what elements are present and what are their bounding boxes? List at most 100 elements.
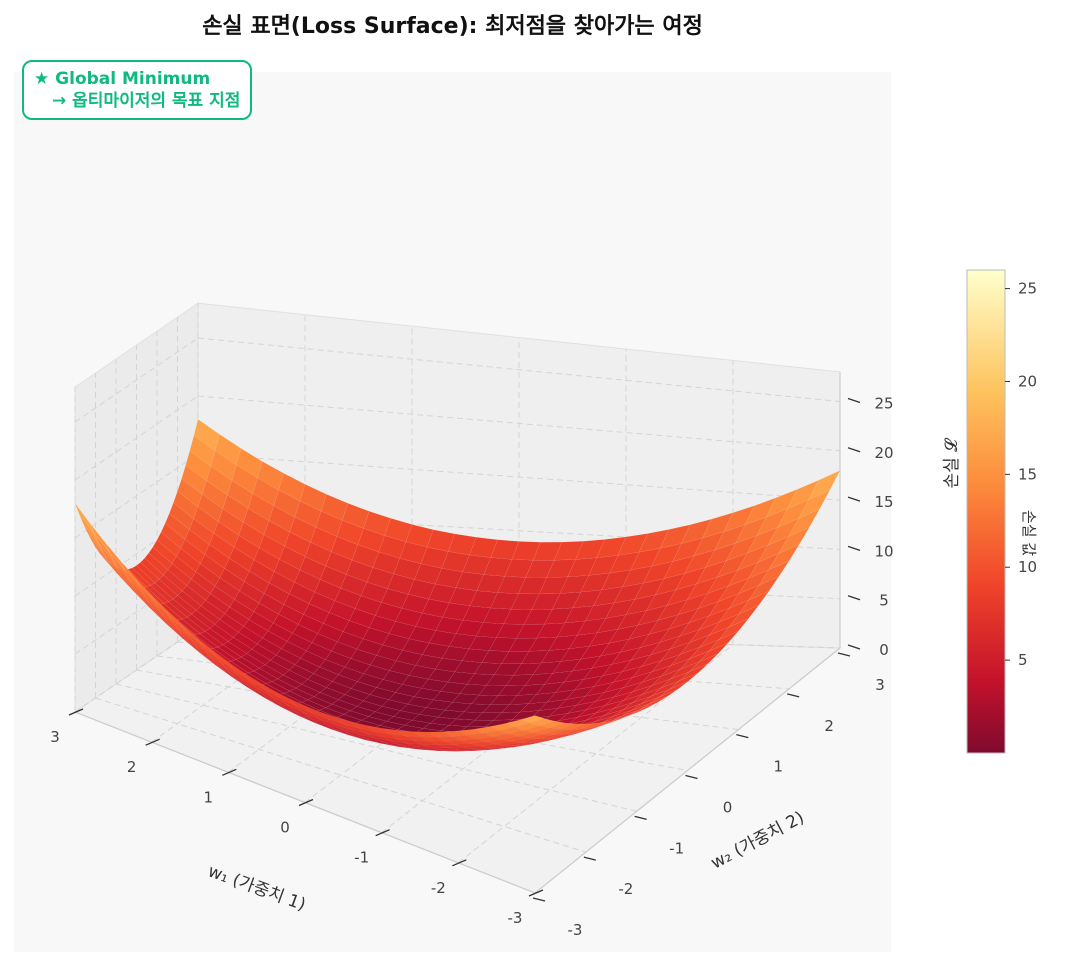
chart-title: 손실 표면(Loss Surface): 최저점을 찾아가는 여정 xyxy=(202,14,703,39)
surface-facet xyxy=(253,547,280,572)
surface-facet xyxy=(335,717,359,729)
surface-facet xyxy=(641,665,672,683)
w2-tick xyxy=(532,897,546,902)
surface-facet xyxy=(433,691,461,703)
surface-facet xyxy=(209,624,234,642)
w1-tick-label: -3 xyxy=(508,909,523,927)
surface-facet xyxy=(504,559,534,578)
surface-facet xyxy=(744,497,777,526)
w1-tick xyxy=(375,829,390,837)
surface-facet xyxy=(414,688,441,701)
surface-facet xyxy=(520,650,550,664)
grid-line xyxy=(74,395,199,481)
surface-facet xyxy=(105,542,126,572)
surface-facet xyxy=(268,699,292,713)
surface-facet xyxy=(808,470,841,501)
surface-facet xyxy=(572,589,602,609)
surface-facet xyxy=(363,511,391,536)
surface-facet xyxy=(625,594,656,616)
z-tick xyxy=(847,447,861,453)
surface-facet xyxy=(405,524,434,548)
z-tick-label: 5 xyxy=(879,592,889,610)
surface-facet xyxy=(442,730,469,737)
surface-facet xyxy=(421,598,450,618)
colorbar-tick-label: 25 xyxy=(1018,280,1037,298)
surface-facet xyxy=(399,541,428,565)
surface-facet xyxy=(356,700,383,713)
w2-tick-label: 3 xyxy=(875,676,885,694)
surface-facet xyxy=(519,715,546,724)
surface-facet xyxy=(599,638,630,657)
surface-facet xyxy=(274,559,301,583)
w2-tick-label: 1 xyxy=(774,758,784,776)
grid-line xyxy=(197,453,841,501)
surface-facet xyxy=(390,740,415,747)
surface-facet xyxy=(242,683,266,699)
w1-tick xyxy=(452,859,467,867)
surface-facet xyxy=(482,704,510,714)
surface-facet xyxy=(305,642,332,660)
surface-facet xyxy=(492,711,521,721)
colorbar-ticks: 5 10 15 20 25 xyxy=(1005,280,1037,669)
surface-facet xyxy=(422,722,450,731)
grid-line xyxy=(197,337,841,402)
surface-facet xyxy=(679,634,710,655)
z-tick xyxy=(847,644,861,650)
w2-axis-line xyxy=(534,647,841,894)
surface-facet xyxy=(333,728,358,738)
z-tick xyxy=(847,397,861,404)
w2-tick-label: 2 xyxy=(824,717,834,735)
surface-facet xyxy=(660,641,691,662)
surface-facet xyxy=(404,719,431,729)
surface-facet xyxy=(313,692,339,705)
colorbar xyxy=(966,269,1006,754)
surface-facet xyxy=(461,648,490,663)
w2-tick xyxy=(685,774,698,780)
surface-facet xyxy=(748,575,780,601)
surface-facet xyxy=(243,672,266,691)
surface-facet xyxy=(738,590,770,615)
surface-facet xyxy=(543,729,570,735)
colorbar-tick-label: 20 xyxy=(1018,372,1037,390)
surface-facet xyxy=(343,723,367,734)
surface-facet xyxy=(519,701,548,713)
z-tick-label: 25 xyxy=(874,395,893,413)
surface-facet xyxy=(336,714,363,724)
surface-facet xyxy=(649,689,678,704)
surface-facet xyxy=(184,529,210,555)
surface-facet xyxy=(707,569,739,594)
surface-facet xyxy=(528,718,557,727)
surface-facet xyxy=(569,723,597,730)
surface-facet xyxy=(437,744,463,748)
w1-tick xyxy=(222,768,237,776)
surface-facet xyxy=(325,703,351,715)
surface-facet xyxy=(132,565,156,586)
surface-facet xyxy=(429,741,454,746)
surface-facet xyxy=(548,704,578,717)
surface-facet xyxy=(428,583,457,604)
surface-facet xyxy=(425,699,453,711)
z-tick-label: 20 xyxy=(874,444,893,462)
surface-facet xyxy=(413,748,439,752)
surface-facet xyxy=(501,736,528,742)
surface-facet xyxy=(788,508,821,537)
surface-facet xyxy=(368,711,395,722)
surface-facet xyxy=(187,633,210,655)
surface-facet xyxy=(574,675,604,691)
z-tick-label: 0 xyxy=(879,641,889,659)
surface-facet xyxy=(387,573,415,595)
surface-facet xyxy=(83,523,104,553)
grid-line xyxy=(74,337,199,423)
surface-facet xyxy=(152,539,177,564)
surface-facet xyxy=(585,696,615,711)
surface-facet xyxy=(454,660,483,675)
surface-facet xyxy=(148,546,173,571)
surface-facet xyxy=(151,594,173,620)
surface-facet xyxy=(218,508,244,536)
surface-facet xyxy=(559,723,586,730)
surface-facet xyxy=(584,682,614,697)
surface-facet xyxy=(340,574,368,597)
w2-tick xyxy=(837,652,851,657)
surface-facet xyxy=(270,654,296,671)
